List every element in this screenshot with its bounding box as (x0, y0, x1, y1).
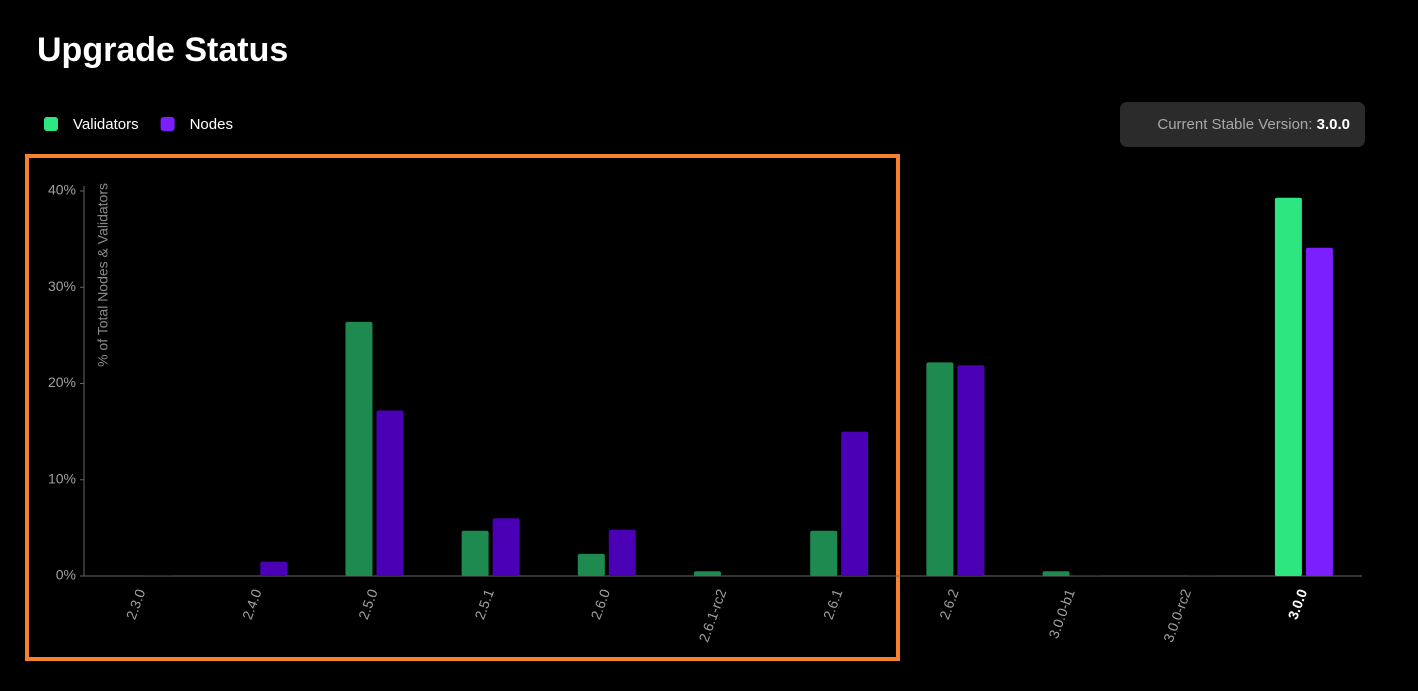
bar (810, 530, 838, 576)
version-text: Current Stable Version: 3.0.0 (1157, 116, 1350, 133)
y-axis-label: % of Total Nodes & Validators (95, 183, 111, 367)
bar (492, 518, 520, 576)
bar (1073, 575, 1101, 576)
x-tick-label: 3.0.0-b1 (1045, 587, 1078, 641)
version-badge (1120, 102, 1365, 147)
bar (144, 575, 172, 576)
y-tick-label: 20% (48, 374, 76, 390)
bar (461, 530, 489, 576)
bar (841, 431, 869, 576)
x-tick-label: 2.6.1-rc2 (695, 587, 729, 645)
y-tick-label: 0% (56, 567, 76, 583)
legend-swatch (160, 117, 175, 131)
bar (376, 410, 404, 576)
x-tick-label: 2.6.1 (820, 587, 846, 622)
x-tick-label: 2.6.0 (587, 587, 613, 622)
bar (1274, 197, 1302, 577)
y-tick-label: 40% (48, 182, 76, 198)
x-tick-label: 2.3.0 (123, 587, 149, 622)
bar (345, 321, 373, 576)
highlight-box (25, 154, 900, 661)
version-value: 3.0.0 (1317, 116, 1350, 133)
bar (1305, 247, 1333, 576)
x-tick-label: 2.5.0 (355, 587, 381, 622)
legend-label: Validators (73, 116, 139, 133)
bar (577, 553, 605, 576)
x-tick-label: 2.6.2 (936, 587, 962, 622)
bar (260, 561, 288, 576)
y-tick-label: 10% (48, 470, 76, 486)
x-tick-label: 3.0.0 (1285, 587, 1311, 622)
bar (694, 571, 721, 576)
legend-swatch (44, 117, 58, 131)
chart-title: Upgrade Status (37, 31, 288, 69)
version-label: Current Stable Version: (1157, 116, 1312, 133)
x-tick-label: 3.0.0-rc2 (1160, 587, 1194, 645)
legend-label: Nodes (190, 116, 233, 133)
bar (1042, 571, 1070, 576)
x-tick-label: 2.5.1 (471, 587, 497, 622)
bar (926, 362, 954, 576)
bar (608, 529, 636, 576)
y-tick-label: 30% (48, 278, 76, 294)
bar (1189, 575, 1217, 576)
bar (957, 365, 985, 576)
x-tick-label: 2.4.0 (239, 587, 265, 622)
